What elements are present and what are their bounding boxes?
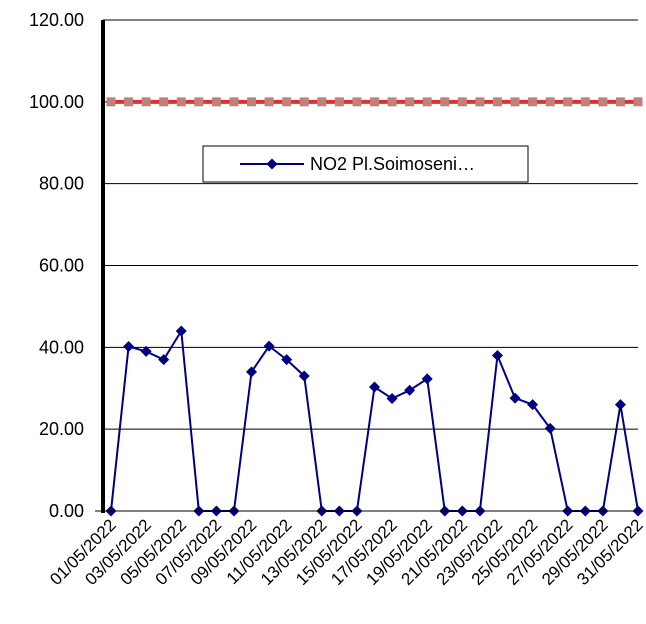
threshold-marker [510,97,520,107]
threshold-marker [334,97,344,107]
series-line [110,329,639,512]
threshold-marker [563,97,573,107]
threshold-marker [440,97,450,107]
threshold-marker [528,97,538,107]
threshold-marker [370,97,379,107]
threshold-marker [615,97,625,107]
data-point [263,340,275,352]
series-layer [105,325,644,517]
threshold-marker [299,97,309,107]
threshold-marker [264,97,274,107]
threshold-marker [229,97,239,107]
threshold-marker [159,97,169,107]
legend-swatch-marker [266,158,278,170]
threshold-marker [475,97,485,107]
data-point [404,384,416,396]
data-point [158,354,170,366]
data-point [123,341,135,353]
legend-label: NO2 Pl.Soimoseni… [310,154,475,174]
data-point [421,373,433,385]
threshold-line [106,97,643,107]
data-point [246,366,258,378]
legend: NO2 Pl.Soimoseni… [202,145,529,183]
data-point [140,345,152,357]
data-point [298,370,310,382]
threshold-marker [352,97,362,107]
axes [95,20,638,513]
data-point [527,399,539,411]
threshold-marker [106,97,116,107]
data-point [491,350,503,362]
threshold-marker [580,97,590,107]
y-tick-label: 60.00 [39,256,84,276]
y-tick-label: 100.00 [29,92,84,112]
data-point [386,392,398,404]
threshold-marker [633,97,643,107]
y-tick-labels: 0.00 20.00 40.00 60.00 80.00 100.00 120.00 [29,10,84,521]
data-point [369,381,380,393]
threshold-marker [247,97,257,107]
threshold-marker [176,97,186,107]
threshold-marker [141,97,151,107]
threshold-marker [317,97,327,107]
data-point [614,399,626,411]
data-point [509,392,521,404]
data-point [281,354,293,366]
threshold-marker [194,97,204,107]
threshold-marker [422,97,432,107]
x-tick-labels: 01/05/202203/05/202205/05/202207/05/2022… [46,515,646,589]
y-tick-label: 20.00 [39,419,84,439]
y-tick-label: 120.00 [29,10,84,30]
y-tick-label: 0.00 [49,501,84,521]
data-point [544,422,556,434]
threshold-marker [282,97,292,107]
threshold-marker [405,97,415,107]
threshold-marker [545,97,555,107]
threshold-marker [492,97,502,107]
threshold-marker [211,97,221,107]
gridlines [103,19,638,430]
threshold-marker [124,97,134,107]
y-tick-label: 80.00 [39,174,84,194]
y-tick-label: 40.00 [39,337,84,357]
threshold-marker [598,97,608,107]
threshold-marker [457,97,467,107]
data-point [175,325,187,337]
threshold-marker [387,97,397,107]
